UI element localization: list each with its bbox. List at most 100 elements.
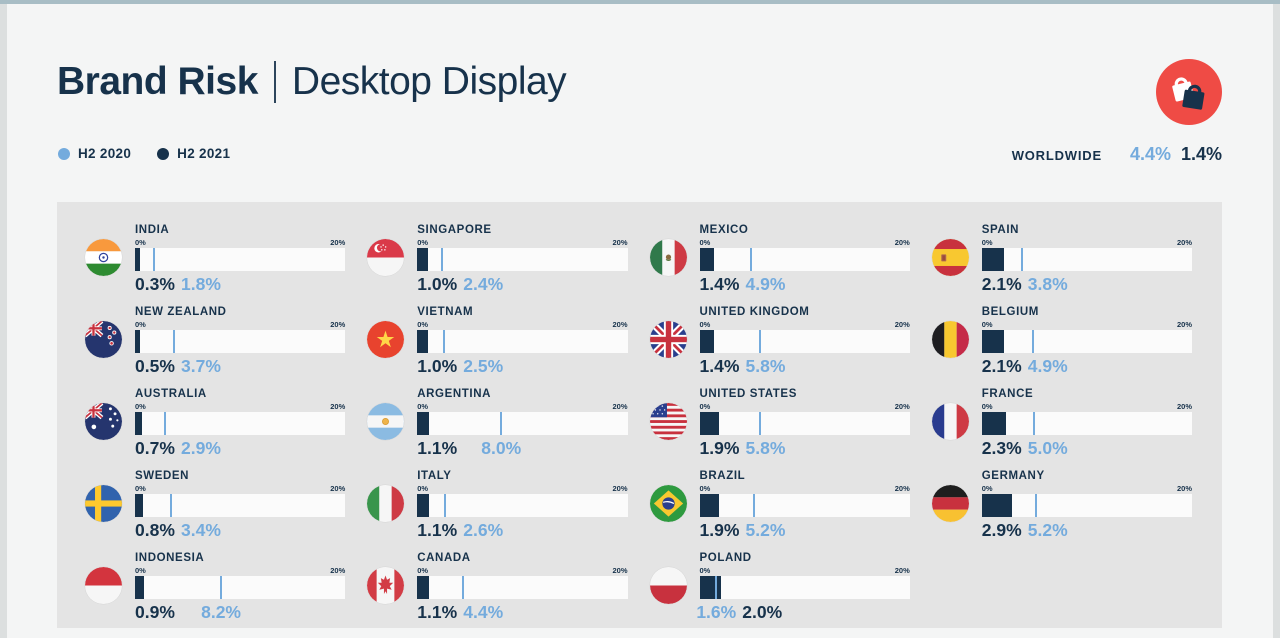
- h2-2021-value: 2.3%: [981, 438, 1022, 458]
- h2-2021-bar: [699, 494, 720, 517]
- axis-max-label: 20%: [612, 566, 628, 575]
- h2-2020-marker: [753, 494, 756, 517]
- bar-axis: 0% 20%: [700, 566, 910, 575]
- bar-track: [981, 494, 1192, 517]
- axis-min-label: 0%: [699, 402, 711, 411]
- h2-2020-value: 5.8%: [745, 438, 786, 458]
- country-name: SWEDEN: [135, 470, 190, 482]
- h2-2020-value: 2.6%: [463, 520, 504, 540]
- value-labels: 1.1% 2.6%: [417, 520, 627, 544]
- legend: H2 2020 H2 2021: [58, 146, 230, 161]
- axis-min-label: 0%: [699, 320, 711, 329]
- h2-2021-bar: [981, 412, 1006, 435]
- country-name: UNITED STATES: [699, 388, 797, 400]
- h2-2020-marker: [441, 248, 444, 271]
- country-cell-body: BELGIUM 0% 20% 2.1% 4.9%: [981, 306, 1192, 380]
- flag-ca-icon: [367, 567, 405, 604]
- axis-min-label: 0%: [417, 402, 429, 411]
- country-cell-nz: NEW ZEALAND 0% 20% 0.5% 3.7%: [85, 306, 346, 380]
- h2-2020-value: 1.8%: [181, 274, 221, 294]
- h2-2021-bar: [417, 248, 428, 271]
- h2-2020-value: 4.9%: [1027, 356, 1068, 376]
- country-name: POLAND: [699, 552, 752, 564]
- country-cell-body: VIETNAM 0% 20% 1.0% 2.5%: [417, 306, 628, 380]
- country-cell-gb: UNITED KINGDOM 0% 20% 1.4% 5.8%: [649, 306, 910, 380]
- h2-2020-marker: [715, 576, 718, 599]
- bar-axis: 0% 20%: [700, 484, 910, 493]
- h2-2020-marker: [443, 494, 446, 517]
- axis-min-label: 0%: [135, 402, 146, 411]
- flag-sg-icon: [367, 239, 405, 276]
- bar-axis: 0% 20%: [982, 402, 1192, 411]
- h2-2020-value: 1.6%: [696, 602, 737, 622]
- h2-2021-bar: [417, 412, 429, 435]
- h2-2020-marker: [1033, 412, 1036, 435]
- value-labels: 0.7% 2.9%: [135, 438, 345, 462]
- chart-panel: INDIA 0% 20% 0.3% 1.8% NEW ZEALAND 0% 20% 0.5% 3.…: [57, 202, 1222, 628]
- bar-axis: 0% 20%: [417, 320, 627, 329]
- h2-2021-value: 0.5%: [135, 356, 175, 376]
- h2-2021-bar: [699, 412, 720, 435]
- country-grid: INDIA 0% 20% 0.3% 1.8% NEW ZEALAND 0% 20% 0.5% 3.…: [85, 224, 1192, 622]
- country-cell-br: BRAZIL 0% 20% 1.9% 5.2%: [649, 470, 910, 544]
- country-name: BRAZIL: [699, 470, 746, 482]
- country-cell-ca: CANADA 0% 20% 1.1% 4.4%: [367, 552, 628, 626]
- country-cell-body: BRAZIL 0% 20% 1.9% 5.2%: [699, 470, 910, 544]
- h2-2020-marker: [1035, 494, 1038, 517]
- country-cell-es: SPAIN 0% 20% 2.1% 3.8%: [931, 224, 1192, 298]
- country-cell-mx: MEXICO 0% 20% 1.4% 4.9%: [649, 224, 910, 298]
- left-edge: [0, 4, 7, 638]
- bar-track: [135, 576, 346, 599]
- country-cell-body: ARGENTINA 0% 20% 1.1% 8.0%: [417, 388, 628, 462]
- axis-min-label: 0%: [135, 484, 146, 493]
- country-cell-it: ITALY 0% 20% 1.1% 2.6%: [367, 470, 628, 544]
- h2-2021-dot-icon: [157, 147, 170, 160]
- h2-2021-value: 1.0%: [417, 274, 458, 294]
- value-labels: 2.0% 1.6%: [696, 602, 910, 626]
- value-labels: 1.1% 8.0%: [417, 438, 627, 462]
- country-cell-body: AUSTRALIA 0% 20% 0.7% 2.9%: [135, 388, 346, 462]
- country-name: MEXICO: [699, 224, 749, 236]
- page-title: Brand Risk Desktop Display: [57, 60, 567, 104]
- country-name: SINGAPORE: [417, 224, 492, 236]
- country-name: NEW ZEALAND: [135, 306, 227, 318]
- bar-axis: 0% 20%: [700, 238, 910, 247]
- h2-2021-bar: [699, 576, 721, 599]
- h2-2020-value: 8.0%: [481, 438, 522, 458]
- country-cell-se: SWEDEN 0% 20% 0.8% 3.4%: [85, 470, 346, 544]
- country-cell-pl: POLAND 0% 20% 2.0% 1.6%: [649, 552, 910, 626]
- axis-max-label: 20%: [1176, 320, 1192, 329]
- bar-axis: 0% 20%: [700, 402, 910, 411]
- h2-2021-bar: [981, 330, 1004, 353]
- legend-item-h2-2021: H2 2021: [157, 146, 230, 161]
- axis-max-label: 20%: [894, 238, 910, 247]
- h2-2020-value: 2.9%: [181, 438, 221, 458]
- bar-axis: 0% 20%: [135, 238, 345, 247]
- h2-2021-bar: [981, 248, 1004, 271]
- h2-2020-marker: [759, 330, 762, 353]
- flag-vn-icon: [367, 321, 405, 358]
- value-labels: 2.3% 5.0%: [982, 438, 1192, 462]
- title-divider: [273, 61, 276, 103]
- axis-min-label: 0%: [981, 402, 993, 411]
- axis-max-label: 20%: [612, 484, 628, 493]
- h2-2021-value: 1.4%: [699, 274, 740, 294]
- country-cell-body: POLAND 0% 20% 2.0% 1.6%: [696, 552, 910, 626]
- window-top-strip: [0, 0, 1280, 4]
- bar-axis: 0% 20%: [982, 484, 1192, 493]
- bar-track: [981, 330, 1192, 353]
- flag-nz-icon: [85, 321, 122, 358]
- bar-track: [135, 412, 346, 435]
- bar-track: [417, 248, 628, 271]
- page-title-light: Desktop Display: [291, 60, 567, 103]
- value-labels: 1.0% 2.4%: [417, 274, 627, 298]
- axis-max-label: 20%: [612, 238, 628, 247]
- h2-2020-marker: [462, 576, 465, 599]
- value-labels: 0.9% 8.2%: [135, 602, 345, 626]
- h2-2021-value: 2.1%: [981, 356, 1022, 376]
- h2-2020-marker: [442, 330, 445, 353]
- bar-track: [699, 412, 910, 435]
- axis-min-label: 0%: [981, 238, 993, 247]
- h2-2020-marker: [500, 412, 503, 435]
- h2-2021-bar: [417, 330, 428, 353]
